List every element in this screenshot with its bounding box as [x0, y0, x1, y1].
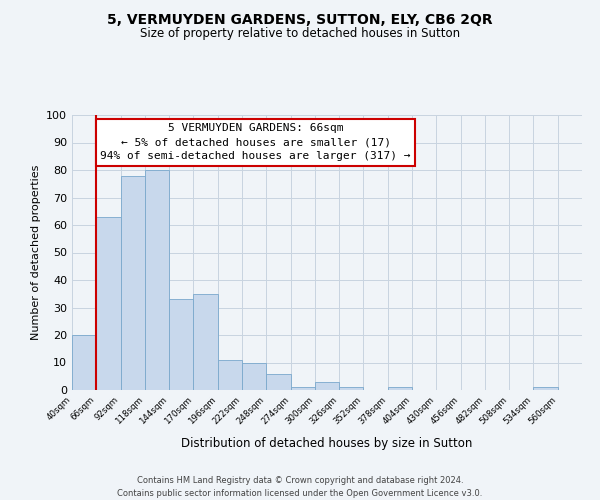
Bar: [242, 362, 266, 390]
Bar: [96, 217, 121, 390]
Bar: [218, 360, 242, 390]
Y-axis label: Number of detached properties: Number of detached properties: [31, 165, 41, 340]
X-axis label: Distribution of detached houses by size in Sutton: Distribution of detached houses by size …: [181, 437, 473, 450]
Text: Contains HM Land Registry data © Crown copyright and database right 2024.: Contains HM Land Registry data © Crown c…: [137, 476, 463, 485]
Bar: [533, 387, 558, 390]
Bar: [266, 374, 290, 390]
Bar: [339, 387, 364, 390]
Bar: [315, 382, 339, 390]
Text: 5 VERMUYDEN GARDENS: 66sqm
← 5% of detached houses are smaller (17)
94% of semi-: 5 VERMUYDEN GARDENS: 66sqm ← 5% of detac…: [100, 123, 411, 161]
Bar: [72, 335, 96, 390]
Text: Contains public sector information licensed under the Open Government Licence v3: Contains public sector information licen…: [118, 489, 482, 498]
Bar: [145, 170, 169, 390]
Bar: [388, 387, 412, 390]
Bar: [193, 294, 218, 390]
Bar: [169, 299, 193, 390]
Bar: [121, 176, 145, 390]
Bar: [290, 387, 315, 390]
Text: Size of property relative to detached houses in Sutton: Size of property relative to detached ho…: [140, 28, 460, 40]
Text: 5, VERMUYDEN GARDENS, SUTTON, ELY, CB6 2QR: 5, VERMUYDEN GARDENS, SUTTON, ELY, CB6 2…: [107, 12, 493, 26]
